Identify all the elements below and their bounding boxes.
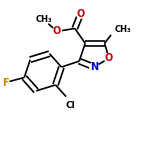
Circle shape	[90, 63, 99, 72]
Circle shape	[52, 27, 61, 36]
Circle shape	[65, 96, 76, 107]
Circle shape	[1, 79, 9, 87]
Text: O: O	[77, 9, 85, 19]
Text: O: O	[53, 26, 61, 36]
Circle shape	[105, 54, 113, 63]
Text: CH₃: CH₃	[115, 25, 132, 34]
Circle shape	[76, 9, 85, 18]
Text: Cl: Cl	[66, 101, 75, 110]
Circle shape	[38, 14, 49, 25]
Circle shape	[109, 24, 121, 36]
Text: F: F	[2, 78, 8, 88]
Text: CH₃: CH₃	[35, 15, 52, 24]
Text: O: O	[105, 53, 113, 63]
Text: N: N	[90, 62, 98, 72]
